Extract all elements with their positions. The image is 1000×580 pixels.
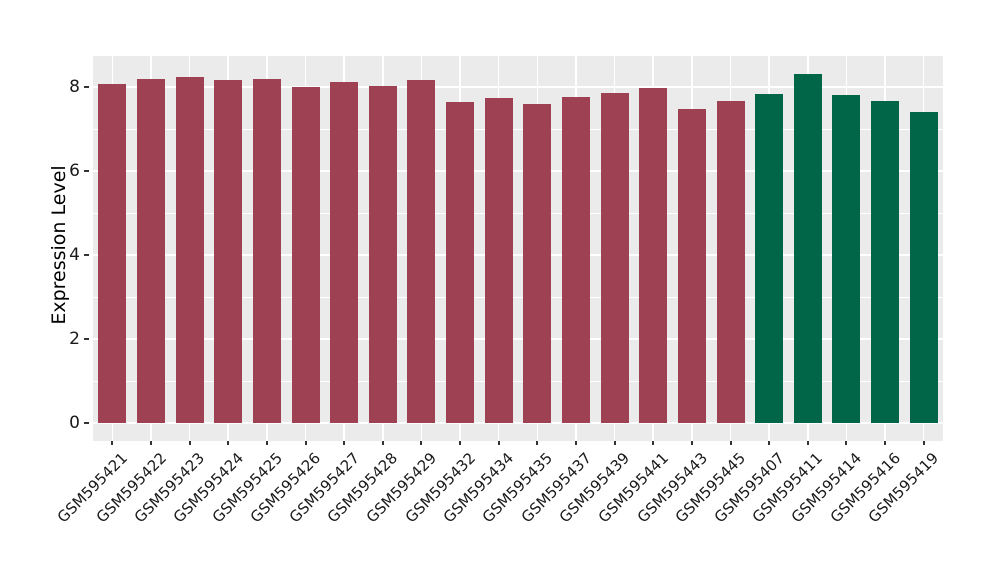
x-tick-mark (227, 441, 230, 445)
y-axis-title: Expression Level (48, 165, 70, 325)
y-tick-mark (84, 422, 89, 424)
bar-GSM595441 (639, 88, 668, 423)
gridline-major (93, 170, 943, 172)
plot-panel (93, 56, 943, 441)
y-tick-mark (84, 86, 89, 88)
y-tick-label: 0 (69, 413, 80, 433)
gridline-minor (93, 296, 943, 298)
gridline-major (93, 86, 943, 88)
x-tick-mark (188, 441, 191, 445)
x-tick-mark (497, 441, 500, 445)
x-tick-mark (420, 441, 423, 445)
bar-GSM595416 (871, 100, 900, 423)
x-tick-mark (690, 441, 693, 445)
gridline-major (93, 338, 943, 340)
x-tick-mark (613, 441, 616, 445)
bar-GSM595439 (600, 92, 629, 423)
y-tick-mark (84, 170, 89, 172)
gridline-minor (93, 128, 943, 130)
x-tick-mark (922, 441, 925, 445)
y-tick-label: 2 (69, 329, 80, 349)
bar-GSM595407 (755, 93, 784, 423)
bar-GSM595432 (446, 101, 475, 423)
x-tick-mark (768, 441, 771, 445)
bar-GSM595422 (136, 78, 165, 423)
x-tick-mark (265, 441, 268, 445)
x-tick-mark (459, 441, 462, 445)
x-tick-mark (884, 441, 887, 445)
gridline-minor (93, 212, 943, 214)
x-tick-mark (111, 441, 114, 445)
bar-GSM595426 (291, 86, 320, 423)
bar-GSM595419 (909, 112, 938, 423)
bar-GSM595421 (98, 84, 127, 423)
bar-GSM595414 (832, 94, 861, 423)
bar-GSM595435 (523, 103, 552, 423)
bar-GSM595424 (214, 79, 243, 423)
x-tick-mark (806, 441, 809, 445)
gridline-minor (93, 380, 943, 382)
x-tick-mark (652, 441, 655, 445)
x-tick-mark (574, 441, 577, 445)
x-tick-mark (729, 441, 732, 445)
gridline-major (93, 254, 943, 256)
y-tick-label: 8 (69, 77, 80, 97)
y-tick-label: 6 (69, 161, 80, 181)
bar-GSM595445 (716, 100, 745, 423)
bar-GSM595425 (252, 79, 281, 423)
x-tick-mark (343, 441, 346, 445)
bar-GSM595427 (330, 81, 359, 423)
x-tick-mark (845, 441, 848, 445)
gridline-major (93, 422, 943, 424)
y-tick-mark (84, 254, 89, 256)
y-tick-label: 4 (69, 245, 80, 265)
bar-GSM595411 (793, 73, 822, 423)
bar-GSM595443 (677, 108, 706, 423)
bar-GSM595423 (175, 76, 204, 423)
bar-GSM595428 (368, 85, 397, 423)
x-tick-mark (149, 441, 152, 445)
x-tick-mark (381, 441, 384, 445)
x-tick-mark (536, 441, 539, 445)
bar-GSM595429 (407, 79, 436, 423)
bar-GSM595434 (484, 97, 513, 423)
x-tick-mark (304, 441, 307, 445)
bar-GSM595437 (561, 96, 590, 423)
y-tick-mark (84, 338, 89, 340)
